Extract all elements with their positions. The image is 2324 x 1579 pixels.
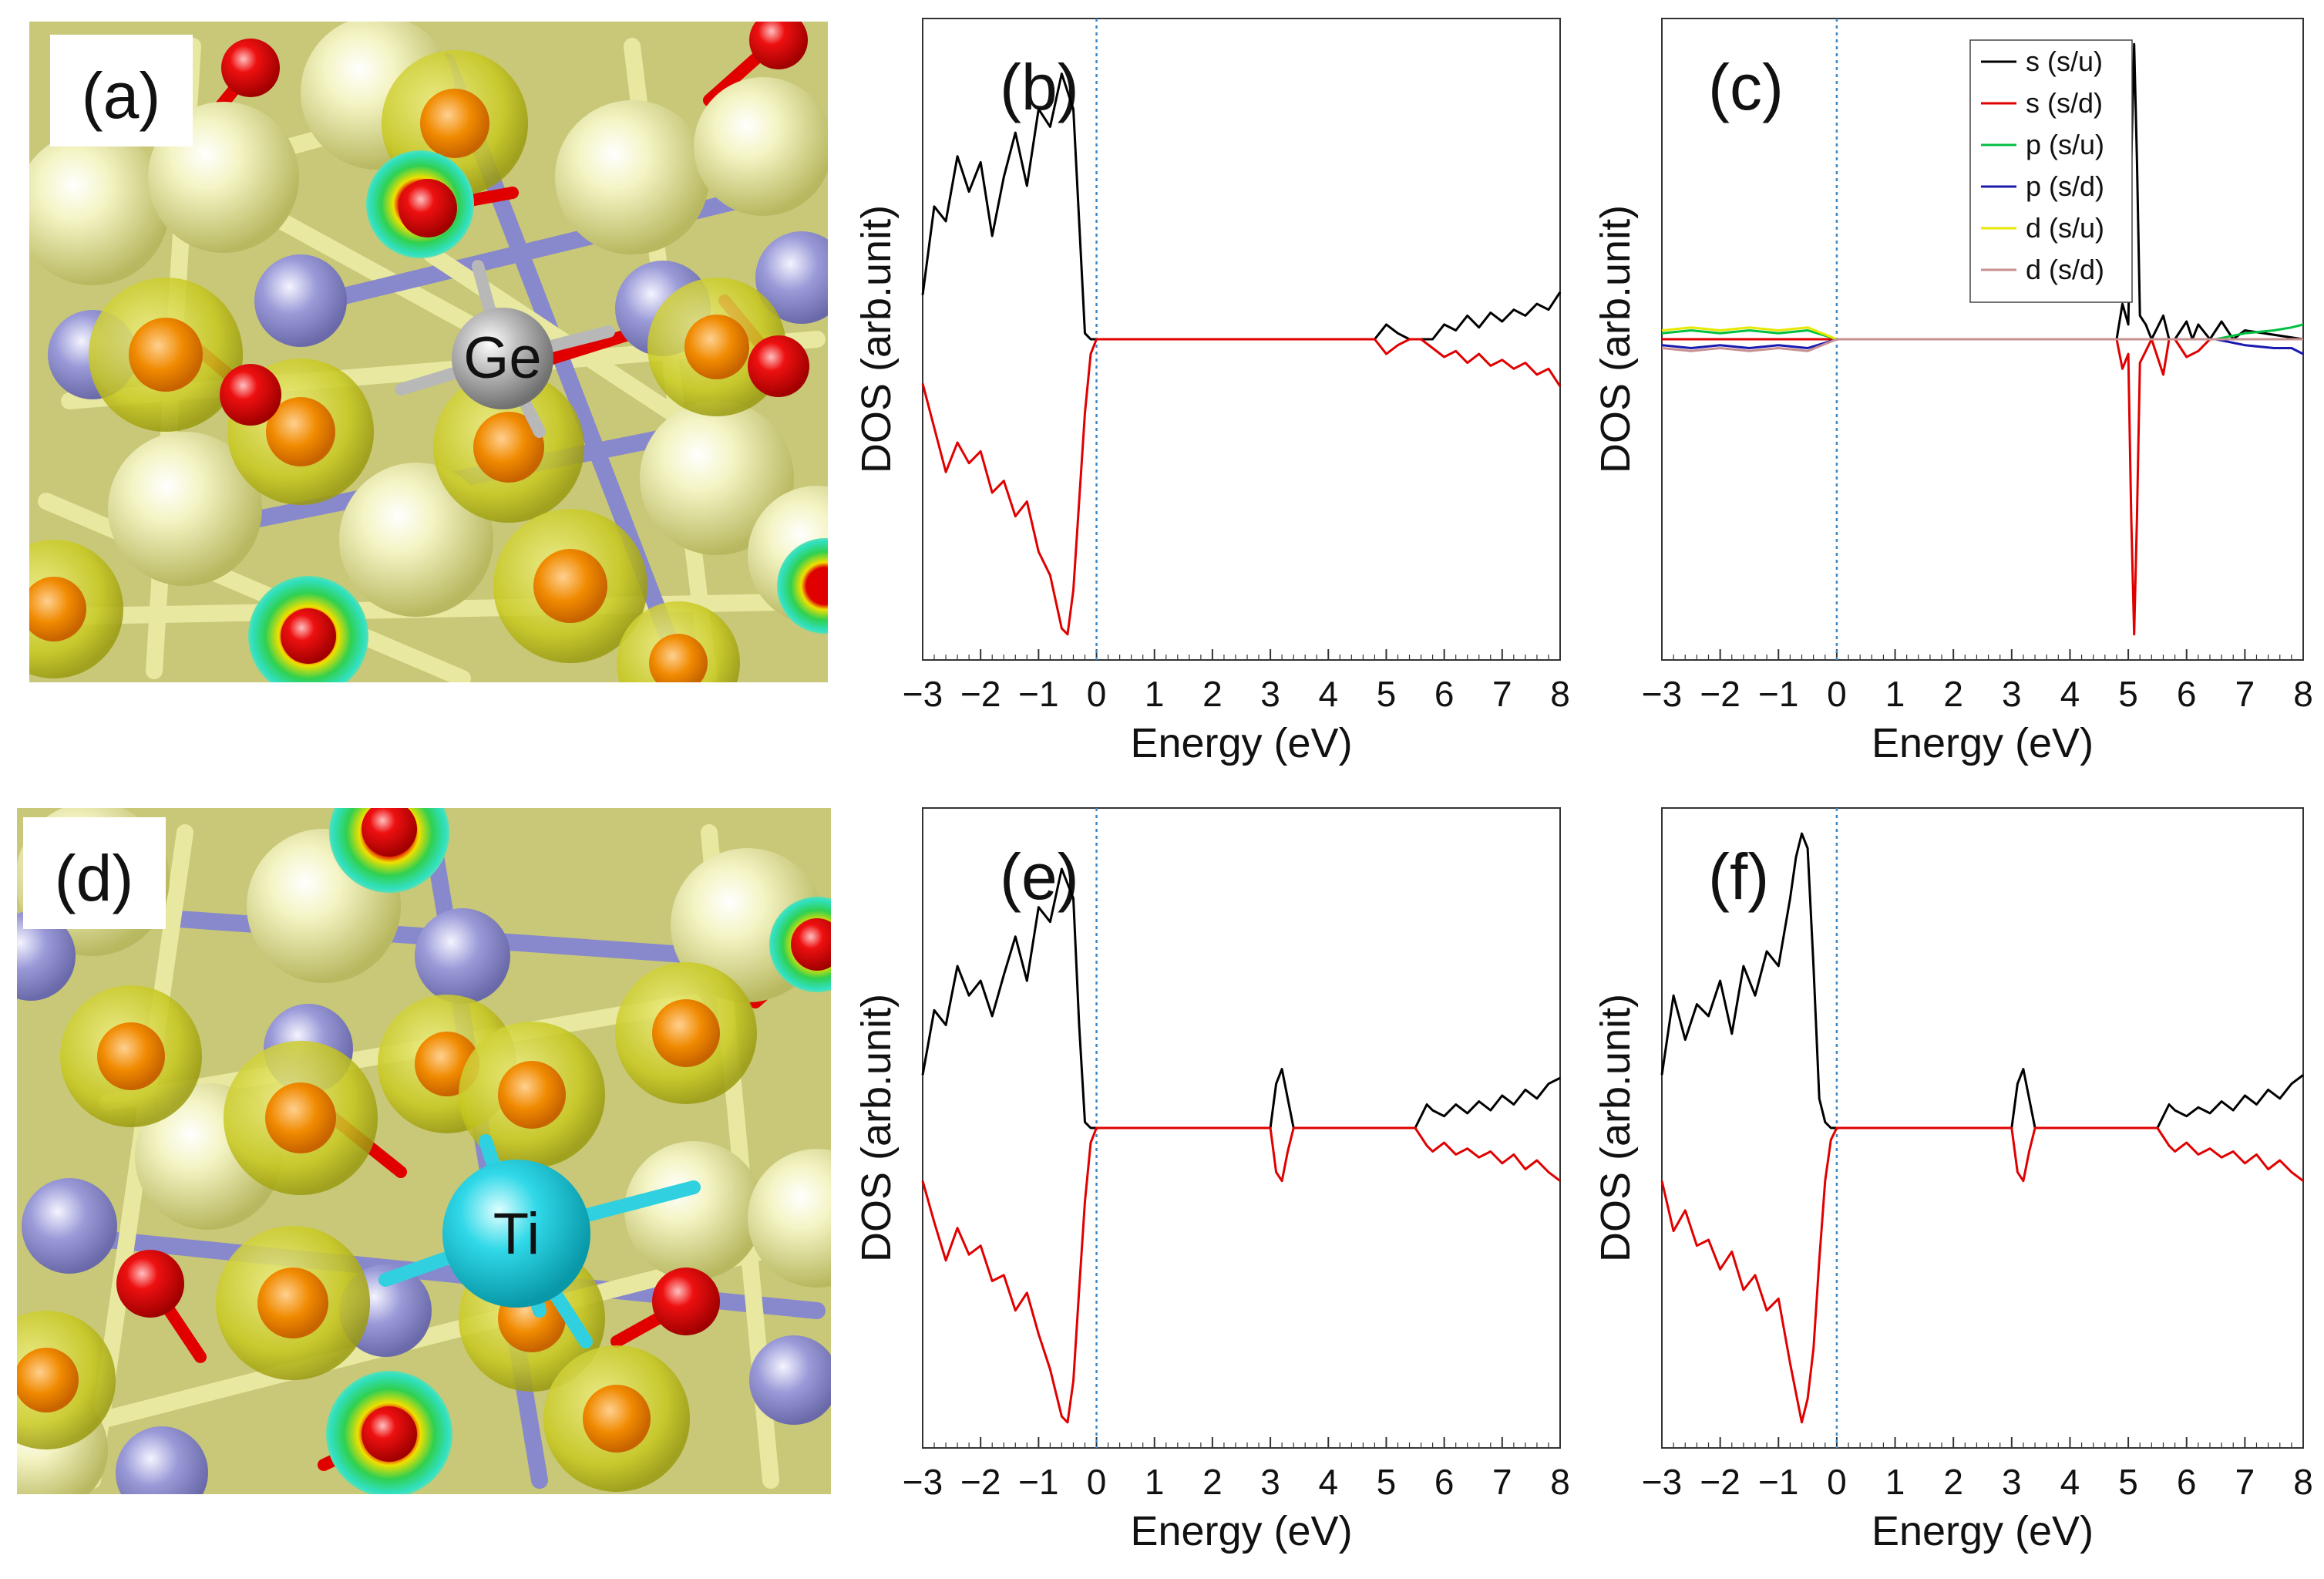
x-axis-label: Energy (eV) bbox=[1872, 720, 2094, 766]
x-tick-label: −2 bbox=[960, 674, 1001, 714]
x-tick-label: −3 bbox=[903, 674, 943, 714]
x-tick-label: −2 bbox=[1700, 674, 1740, 714]
x-tick-label: 1 bbox=[1885, 1462, 1905, 1502]
x-axis-label: Energy (eV) bbox=[1130, 1508, 1352, 1554]
panel-label: (f) bbox=[1708, 840, 1769, 913]
x-tick-label: 1 bbox=[1885, 674, 1905, 714]
x-tick-label: 5 bbox=[1377, 1462, 1397, 1502]
legend-entry: s (s/d) bbox=[2026, 87, 2103, 119]
x-tick-label: 8 bbox=[1550, 674, 1570, 714]
x-tick-label: 7 bbox=[2235, 674, 2255, 714]
x-tick-label: 3 bbox=[2002, 1462, 2022, 1502]
x-tick-label: 0 bbox=[1827, 1462, 1847, 1502]
legend-box bbox=[1969, 39, 2133, 303]
x-tick-label: 0 bbox=[1827, 674, 1847, 714]
x-tick-label: 4 bbox=[1318, 1462, 1338, 1502]
plot-frame bbox=[922, 18, 1561, 661]
dos-panel-b: −3 −2 −1 0 1 2 3 4 5 6 7 8 Energy (eV) DOS (arb.unit)… bbox=[853, 18, 1570, 766]
panel-d-label: (d) bbox=[55, 842, 134, 914]
y-axis-label: DOS (arb.unit) bbox=[853, 205, 900, 473]
legend-entry: d (s/d) bbox=[2026, 254, 2104, 285]
legend-entry: p (s/d) bbox=[2026, 170, 2104, 202]
y-axis-label: DOS (arb.unit) bbox=[1592, 205, 1639, 473]
series-line-d-s-u bbox=[1661, 326, 2303, 341]
dos-panel-f: −3 −2 −1 0 1 2 3 4 5 6 7 8 Energy (eV) DOS (arb.unit)… bbox=[1592, 807, 2313, 1554]
series-line-spin-down bbox=[1660, 1126, 2304, 1424]
x-tick-label: 4 bbox=[1318, 674, 1338, 714]
x-tick-label: 0 bbox=[1087, 674, 1107, 714]
series-line-spin-down bbox=[921, 1126, 1561, 1424]
panel-d-label-box bbox=[23, 817, 166, 929]
x-tick-label: −1 bbox=[1018, 674, 1058, 714]
ge-atom bbox=[452, 308, 553, 409]
x-tick-label: 7 bbox=[2235, 1462, 2255, 1502]
x-tick-label: −1 bbox=[1758, 1462, 1798, 1502]
x-tick-label: 6 bbox=[2177, 1462, 2197, 1502]
legend-entry: d (s/u) bbox=[2026, 212, 2104, 244]
x-tick-label: 5 bbox=[2118, 674, 2138, 714]
ti-atom-label: Ti bbox=[493, 1201, 540, 1267]
legend-entry: p (s/u) bbox=[2026, 129, 2104, 160]
x-tick-label: 7 bbox=[1492, 1462, 1512, 1502]
x-tick-label: 1 bbox=[1145, 674, 1165, 714]
ti-atom bbox=[442, 1160, 590, 1308]
x-tick-label: 2 bbox=[1202, 1462, 1223, 1502]
dos-panel-c: −3 −2 −1 0 1 2 3 4 5 6 7 8 Energy (eV) DOS (arb.unit)… bbox=[1592, 18, 2313, 766]
x-tick-label: 3 bbox=[2002, 674, 2022, 714]
plot-frame bbox=[922, 807, 1561, 1449]
x-tick-label: −1 bbox=[1758, 674, 1798, 714]
x-tick-label: 2 bbox=[1943, 674, 1963, 714]
plot-frame bbox=[1661, 807, 2304, 1449]
y-axis-label: DOS (arb.unit) bbox=[853, 994, 900, 1262]
x-tick-label: −3 bbox=[1642, 1462, 1682, 1502]
structure-panel-a: Ge (a) bbox=[29, 22, 828, 682]
panel-a-label-box bbox=[50, 35, 193, 146]
series-line-d-s-d bbox=[1661, 338, 2303, 352]
x-tick-label: 1 bbox=[1145, 1462, 1165, 1502]
x-tick-label: 3 bbox=[1260, 674, 1280, 714]
x-axis-label: Energy (eV) bbox=[1872, 1508, 2094, 1554]
x-tick-label: −1 bbox=[1018, 1462, 1058, 1502]
x-tick-label: 4 bbox=[2060, 674, 2080, 714]
ge-atom-label: Ge bbox=[463, 325, 541, 391]
panel-a-label: (a) bbox=[82, 59, 161, 132]
x-tick-label: 2 bbox=[1202, 674, 1223, 714]
x-tick-label: 0 bbox=[1087, 1462, 1107, 1502]
legend-entry: s (s/u) bbox=[2026, 45, 2103, 77]
structure-panel-d: Ti (d) bbox=[17, 808, 831, 1494]
x-tick-label: 6 bbox=[1434, 1462, 1455, 1502]
panel-label: (e) bbox=[1000, 840, 1079, 913]
series-line-spin-down bbox=[921, 338, 1562, 636]
x-tick-label: 4 bbox=[2060, 1462, 2080, 1502]
x-tick-label: 6 bbox=[2177, 674, 2197, 714]
y-axis-label: DOS (arb.unit) bbox=[1592, 994, 1639, 1262]
x-tick-label: −3 bbox=[1642, 674, 1682, 714]
dos-panel-e: −3 −2 −1 0 1 2 3 4 5 6 7 8 Energy (eV) DOS (arb.unit)… bbox=[853, 807, 1570, 1554]
x-tick-label: 8 bbox=[2293, 674, 2313, 714]
series-line-p-s-u bbox=[1661, 323, 2304, 341]
series-line-p-s-d bbox=[1661, 338, 2304, 355]
panel-label: (c) bbox=[1708, 51, 1784, 123]
x-tick-label: −2 bbox=[1700, 1462, 1740, 1502]
x-tick-label: 8 bbox=[1550, 1462, 1570, 1502]
x-tick-label: 3 bbox=[1260, 1462, 1280, 1502]
series-line-s-s-d bbox=[1662, 338, 2303, 636]
x-tick-label: 2 bbox=[1943, 1462, 1963, 1502]
x-tick-label: 7 bbox=[1492, 674, 1512, 714]
x-tick-label: 5 bbox=[1377, 674, 1397, 714]
x-tick-label: 5 bbox=[2118, 1462, 2138, 1502]
x-tick-label: 8 bbox=[2293, 1462, 2313, 1502]
x-tick-label: −3 bbox=[903, 1462, 943, 1502]
x-tick-label: −2 bbox=[960, 1462, 1001, 1502]
x-axis-label: Energy (eV) bbox=[1130, 720, 1352, 766]
x-tick-label: 6 bbox=[1434, 674, 1455, 714]
